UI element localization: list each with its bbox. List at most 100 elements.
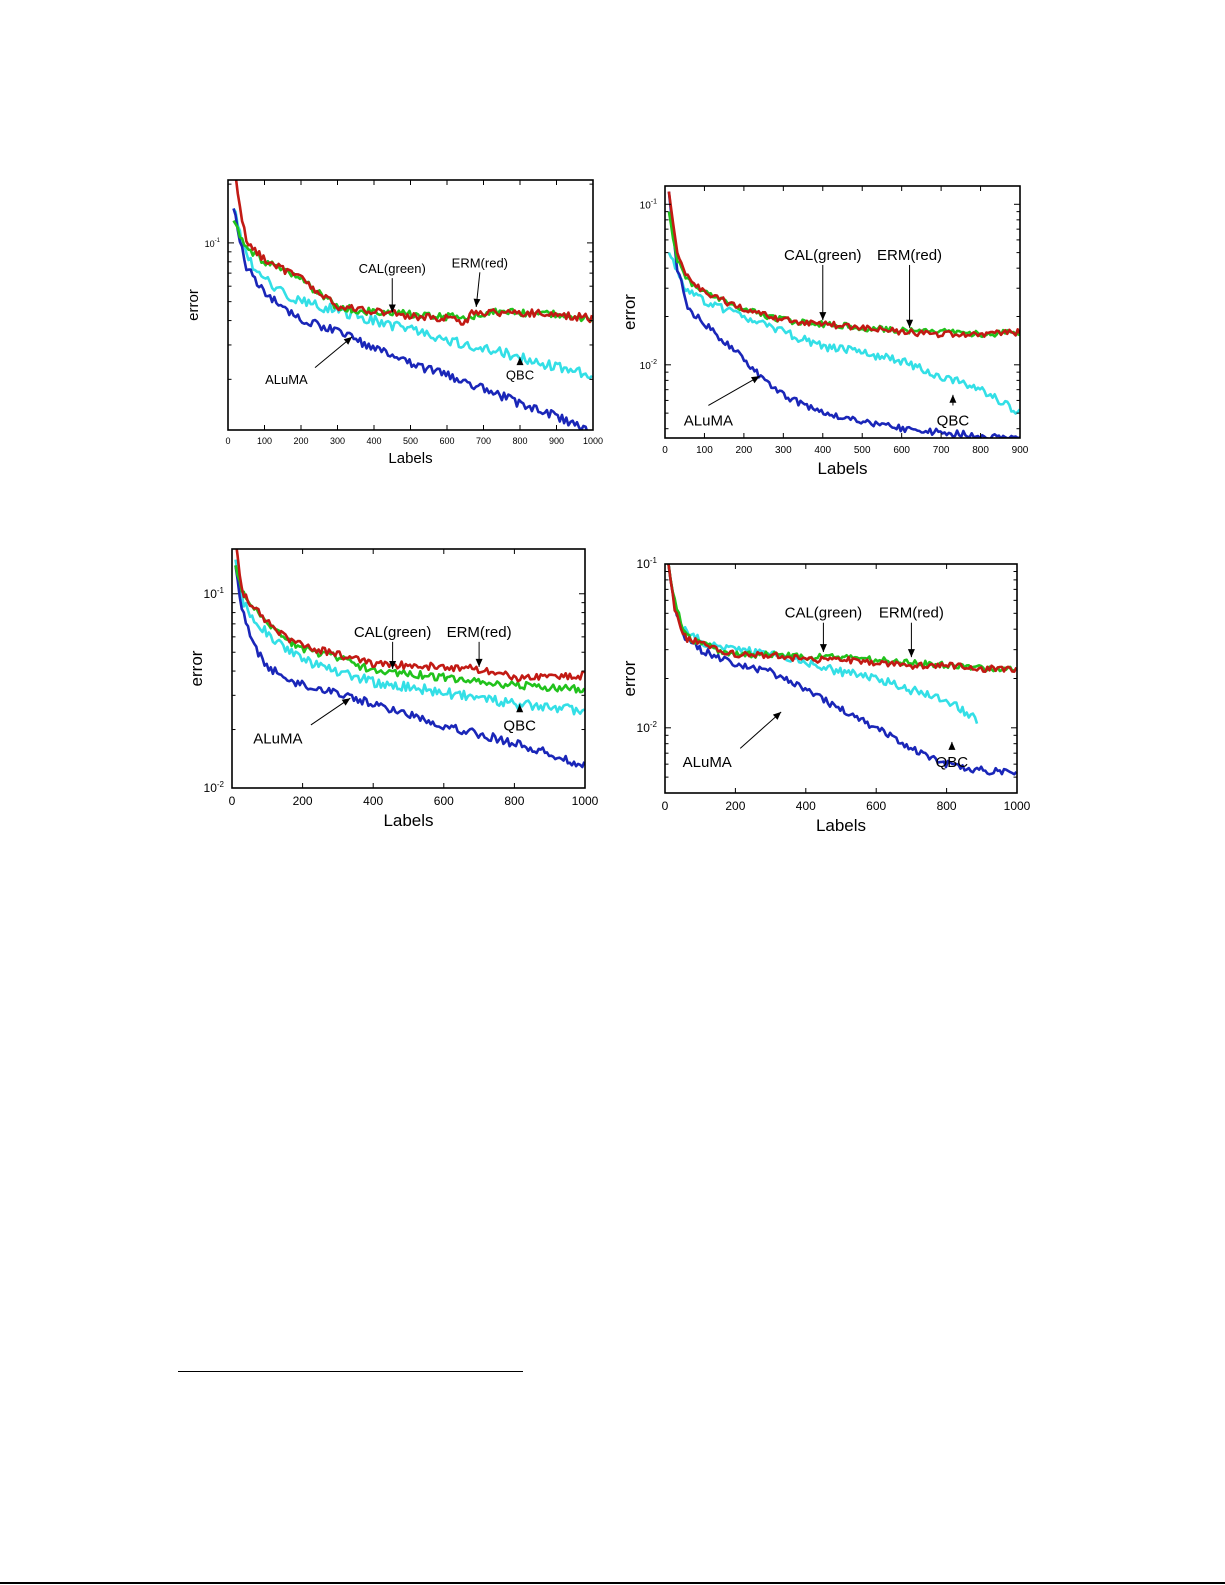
annotation-label: CAL(green) bbox=[359, 261, 426, 276]
annotation-arrow-head bbox=[772, 711, 782, 720]
annotation-arrow-head bbox=[819, 312, 827, 321]
footnote-rule bbox=[178, 1371, 523, 1372]
annotation-arrow-head bbox=[906, 319, 914, 328]
annotation-arrow-shaft bbox=[708, 375, 760, 406]
x-tick-label: 200 bbox=[293, 436, 308, 446]
x-tick-label: 600 bbox=[893, 445, 910, 456]
y-axis-label: error bbox=[620, 294, 639, 330]
x-tick-label: 0 bbox=[662, 799, 669, 813]
x-tick-label: 400 bbox=[363, 794, 383, 808]
x-tick-label: 400 bbox=[814, 445, 831, 456]
annotation-label: ERM(red) bbox=[452, 255, 508, 270]
x-tick-label: 1000 bbox=[583, 436, 603, 446]
x-tick-label: 500 bbox=[403, 436, 418, 446]
y-tick-label: 10-1 bbox=[637, 556, 658, 571]
series-line-aluma bbox=[232, 208, 589, 430]
annotation-arrow-head bbox=[819, 644, 827, 653]
annotation-arrow-head bbox=[475, 658, 483, 667]
series-line-qbc bbox=[232, 207, 593, 380]
x-tick-label: 300 bbox=[775, 445, 792, 456]
plot-frame bbox=[664, 185, 1021, 439]
annotation-label: QBC bbox=[936, 754, 969, 771]
x-tick-label: 500 bbox=[854, 445, 871, 456]
x-tick-label: 400 bbox=[796, 799, 816, 813]
x-tick-label: 600 bbox=[866, 799, 886, 813]
x-tick-label: 700 bbox=[933, 445, 950, 456]
x-tick-label: 0 bbox=[662, 445, 668, 456]
chart-panel-top-right: 0 100 200 300 400 500 600 700 800 900 10-1 10-2 Labe… bbox=[620, 185, 1029, 478]
annotation-arrow-head bbox=[343, 336, 353, 345]
chart-panel-bottom-left: 0 200 400 600 800 1000 10-1 10-2 Labels error CAL(… bbox=[187, 548, 599, 830]
annotation-label: ALuMA bbox=[265, 372, 308, 387]
annotation-arrow-head bbox=[516, 357, 524, 366]
x-axis-label: Labels bbox=[816, 816, 866, 835]
y-axis-label: error bbox=[187, 650, 206, 686]
annotation-label: ALuMA bbox=[684, 413, 733, 430]
plot-frame bbox=[231, 548, 586, 789]
y-axis-label: error bbox=[620, 660, 639, 696]
x-tick-label: 900 bbox=[1012, 445, 1029, 456]
x-axis-label: Labels bbox=[817, 459, 867, 478]
series-line-qbc bbox=[667, 564, 979, 724]
series-line-qbc bbox=[234, 559, 585, 716]
annotation-arrow-head bbox=[341, 698, 351, 706]
annotation-arrow-head bbox=[388, 304, 396, 313]
x-tick-label: 100 bbox=[696, 445, 713, 456]
annotation-arrow-head bbox=[389, 661, 397, 669]
annotation-arrow-head bbox=[473, 298, 481, 307]
y-tick-label: 10-2 bbox=[204, 780, 225, 795]
annotation-label: CAL(green) bbox=[354, 624, 432, 641]
annotation-label: ERM(red) bbox=[879, 605, 944, 622]
annotation-label: CAL(green) bbox=[784, 247, 862, 264]
x-tick-label: 200 bbox=[725, 799, 745, 813]
series-line-erm bbox=[234, 180, 593, 326]
x-axis-label: Labels bbox=[388, 450, 432, 467]
y-tick-label: 10-1 bbox=[204, 586, 225, 601]
series-line-qbc bbox=[667, 252, 1020, 415]
x-tick-label: 100 bbox=[257, 436, 272, 446]
series-line-aluma bbox=[667, 191, 1020, 438]
series-line-aluma bbox=[234, 565, 585, 769]
x-tick-label: 1000 bbox=[1004, 799, 1031, 813]
annotation-label: ALuMA bbox=[683, 754, 732, 771]
chart-panel-top-left: 0 100 200 300 400 500 600 700 800 900 1000 10-1 Labe… bbox=[185, 179, 603, 467]
y-tick-label: 10-1 bbox=[205, 238, 221, 249]
annotation-label: QBC bbox=[937, 413, 970, 430]
annotation-arrow-head bbox=[948, 741, 956, 750]
y-tick-label: 10-2 bbox=[637, 720, 658, 735]
x-tick-label: 300 bbox=[330, 436, 345, 446]
annotation-arrow-shaft bbox=[314, 336, 353, 369]
annotation-label: ERM(red) bbox=[447, 624, 512, 641]
x-tick-label: 800 bbox=[504, 794, 524, 808]
x-tick-label: 800 bbox=[512, 436, 527, 446]
series-line-erm bbox=[667, 191, 1020, 339]
page-bottom-rule bbox=[0, 1582, 1225, 1584]
x-tick-label: 700 bbox=[476, 436, 491, 446]
annotation-arrow-shaft bbox=[739, 711, 782, 749]
series-line-cal bbox=[667, 211, 1020, 339]
y-tick-label: 10-1 bbox=[640, 198, 657, 211]
x-tick-label: 800 bbox=[972, 445, 989, 456]
y-tick-label: 10-2 bbox=[640, 359, 657, 372]
annotation-arrow-head bbox=[751, 376, 760, 384]
x-tick-label: 900 bbox=[549, 436, 564, 446]
annotation-label: CAL(green) bbox=[785, 605, 863, 622]
x-tick-label: 200 bbox=[736, 445, 753, 456]
x-tick-label: 400 bbox=[366, 436, 381, 446]
x-tick-label: 600 bbox=[439, 436, 454, 446]
x-tick-label: 0 bbox=[229, 794, 236, 808]
x-tick-label: 0 bbox=[225, 436, 230, 446]
series-line-cal bbox=[667, 564, 1017, 673]
annotation-arrow-head bbox=[907, 649, 915, 658]
annotation-label: QBC bbox=[503, 718, 536, 735]
y-axis-label: error bbox=[185, 289, 202, 321]
x-tick-label: 600 bbox=[434, 794, 454, 808]
x-tick-label: 1000 bbox=[572, 794, 599, 808]
series-line-erm bbox=[667, 564, 1017, 673]
annotation-label: QBC bbox=[506, 368, 534, 383]
series-line-erm bbox=[235, 549, 585, 683]
x-axis-label: Labels bbox=[383, 811, 433, 830]
annotation-label: ERM(red) bbox=[877, 247, 942, 264]
annotation-arrow-head bbox=[949, 394, 957, 403]
